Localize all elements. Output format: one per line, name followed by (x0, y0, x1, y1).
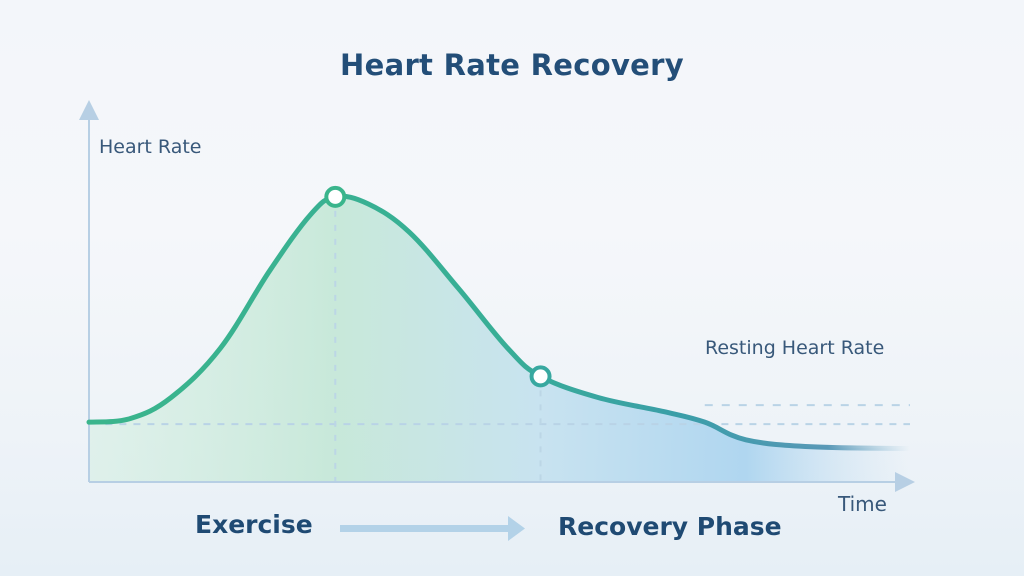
chart-title: Heart Rate Recovery (340, 48, 684, 82)
phase-arrow (340, 516, 525, 541)
x-axis-label: Time (838, 492, 887, 516)
recovery-point-marker (529, 365, 552, 388)
resting-heart-rate-annotation: Resting Heart Rate (705, 337, 885, 359)
phase-label-recovery: Recovery Phase (558, 512, 782, 541)
peak-marker (324, 185, 347, 208)
phase-label-exercise: Exercise (195, 510, 313, 539)
y-axis-label: Heart Rate (99, 136, 202, 158)
heart-rate-line (86, 193, 913, 452)
